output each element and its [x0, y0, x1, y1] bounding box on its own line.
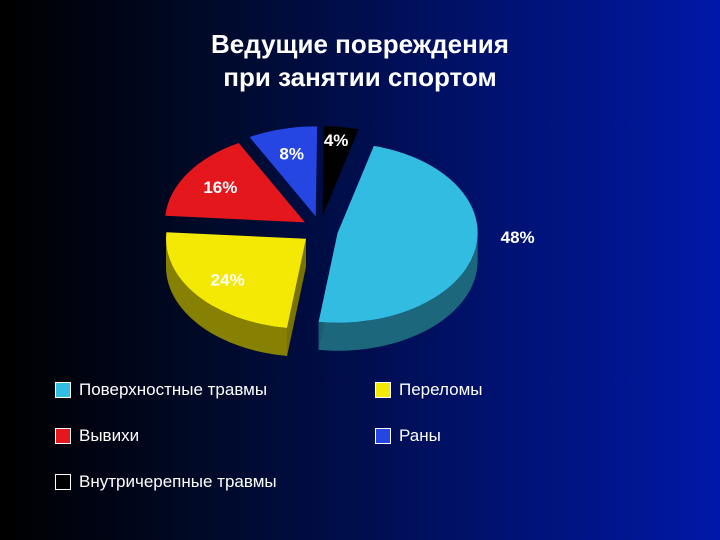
legend-label: Раны: [399, 426, 441, 446]
legend-item: Внутричерепные травмы: [55, 472, 355, 492]
pie-slice-label: 16%: [203, 178, 237, 197]
legend-swatch: [55, 428, 71, 444]
legend-label: Переломы: [399, 380, 483, 400]
pie-slice-label: 8%: [279, 144, 304, 163]
legend-label: Поверхностные травмы: [79, 380, 267, 400]
legend-item: Раны: [375, 426, 675, 446]
legend-swatch: [55, 382, 71, 398]
legend-swatch: [375, 382, 391, 398]
slide: Ведущие повреждения при занятии спортом …: [0, 0, 720, 540]
legend-label: Внутричерепные травмы: [79, 472, 277, 492]
legend-swatch: [55, 474, 71, 490]
pie-svg: 48% 24% 16% 8% 4%: [60, 110, 580, 370]
legend: Поверхностные травмы Переломы Вывихи Раны Вн…: [55, 380, 675, 492]
legend-swatch: [375, 428, 391, 444]
legend-item: Поверхностные травмы: [55, 380, 355, 400]
pie-slice-label: 48%: [501, 228, 535, 247]
pie-chart: 48% 24% 16% 8% 4%: [60, 110, 580, 360]
chart-title: Ведущие повреждения при занятии спортом: [0, 28, 720, 93]
legend-label: Вывихи: [79, 426, 139, 446]
pie-slice-label: 24%: [211, 271, 245, 290]
legend-item: Переломы: [375, 380, 675, 400]
legend-item: Вывихи: [55, 426, 355, 446]
pie-slice-label: 4%: [324, 131, 349, 150]
